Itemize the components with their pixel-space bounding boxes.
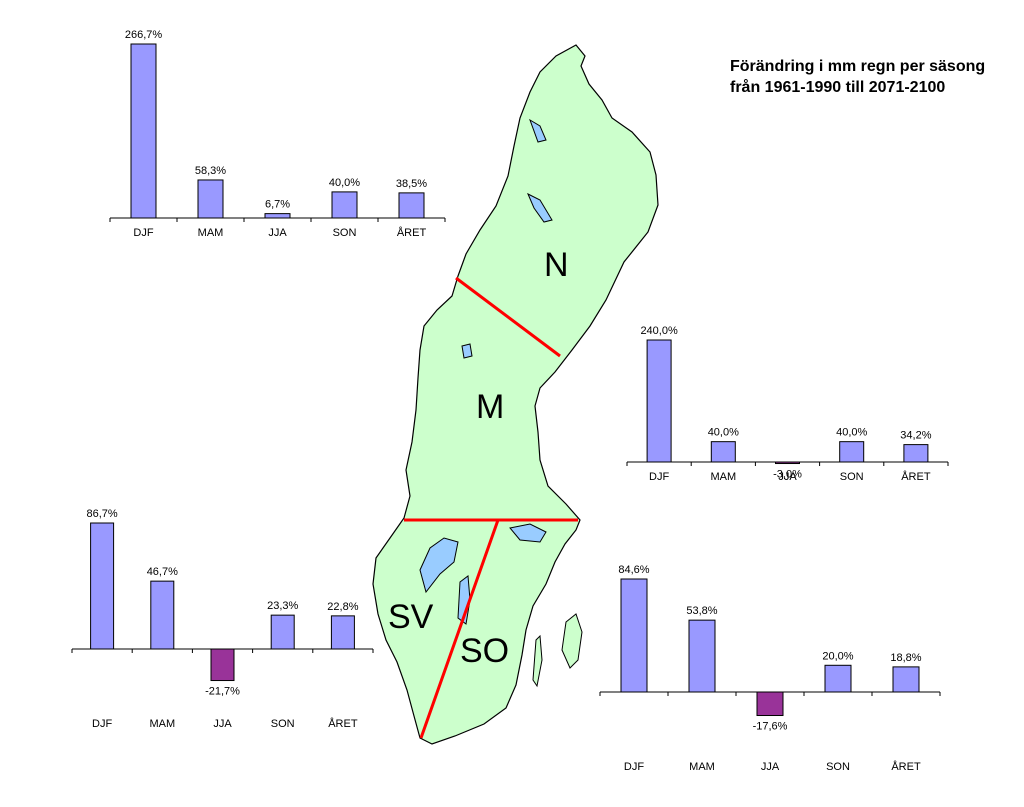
category-label-so-son: SON bbox=[826, 761, 850, 773]
category-label-m-jja: JJA bbox=[778, 471, 797, 483]
value-label-m-djf: 240,0% bbox=[640, 325, 678, 337]
category-label-so-djf: DJF bbox=[624, 761, 644, 773]
value-label-n-son: 40,0% bbox=[329, 177, 360, 189]
category-label-sv-aret: ÅRET bbox=[328, 717, 358, 730]
bar-so-son bbox=[824, 664, 852, 693]
bar-n-djf bbox=[130, 43, 157, 219]
value-label-so-jja: -17,6% bbox=[753, 721, 788, 733]
bar-n-aret bbox=[398, 192, 425, 219]
bar-so-mam bbox=[688, 619, 716, 693]
border-sv-so bbox=[419, 519, 500, 739]
category-label-n-djf: DJF bbox=[133, 227, 153, 239]
value-label-n-aret: 38,5% bbox=[396, 178, 427, 190]
category-label-so-jja: JJA bbox=[761, 761, 780, 773]
bar-n-son bbox=[331, 191, 358, 219]
value-label-m-jja: -3,0% bbox=[773, 469, 802, 481]
gotland-island bbox=[561, 613, 583, 669]
figure-title: Förändring i mm regn per säsong från 196… bbox=[730, 58, 986, 96]
value-label-m-aret: 34,2% bbox=[900, 430, 931, 442]
lake-north-2 bbox=[527, 192, 553, 223]
category-label-m-djf: DJF bbox=[649, 471, 669, 483]
bar-chart-sv: 86,7% DJF 46,7% MAM -21,7% JJA 23,3% SON 22,8% ÅR… bbox=[71, 508, 374, 730]
bar-m-son bbox=[839, 441, 865, 463]
sweden-land bbox=[372, 44, 659, 745]
region-label-m: M bbox=[476, 388, 504, 426]
value-label-so-djf: 84,6% bbox=[618, 564, 649, 576]
region-label-n: N bbox=[544, 246, 569, 284]
category-label-n-jja: JJA bbox=[268, 227, 287, 239]
bar-so-djf bbox=[620, 578, 648, 693]
bar-chart-n: 266,7% DJF 58,3% MAM 6,7% JJA 40,0% SON 38,5% ÅRE… bbox=[109, 29, 446, 239]
bar-m-djf bbox=[646, 339, 672, 463]
bar-chart-m: 240,0% DJF 40,0% MAM -3,0%JJA 40,0% SON 34,2% ÅR… bbox=[626, 325, 949, 483]
category-label-sv-djf: DJF bbox=[92, 718, 112, 730]
category-label-n-son: SON bbox=[333, 227, 357, 239]
value-label-n-mam: 58,3% bbox=[195, 165, 226, 177]
value-label-sv-jja: -21,7% bbox=[205, 686, 240, 698]
bar-m-mam bbox=[710, 441, 736, 463]
value-label-m-son: 40,0% bbox=[836, 427, 867, 439]
value-label-so-aret: 18,8% bbox=[890, 652, 921, 664]
value-label-so-mam: 53,8% bbox=[686, 605, 717, 617]
lake-vanern bbox=[419, 537, 459, 594]
lake-malaren bbox=[509, 523, 547, 543]
bar-sv-mam bbox=[150, 580, 175, 650]
value-label-sv-djf: 86,7% bbox=[86, 508, 117, 520]
value-label-sv-mam: 46,7% bbox=[147, 566, 178, 578]
bar-so-jja bbox=[756, 691, 784, 717]
category-label-sv-son: SON bbox=[271, 718, 295, 730]
bar-so-aret bbox=[892, 666, 920, 693]
category-label-so-aret: ÅRET bbox=[891, 760, 921, 773]
value-label-n-djf: 266,7% bbox=[125, 29, 163, 41]
lake-north-1 bbox=[529, 118, 547, 143]
value-label-sv-son: 23,3% bbox=[267, 600, 298, 612]
bar-sv-jja bbox=[210, 648, 235, 682]
category-label-sv-jja: JJA bbox=[213, 718, 232, 730]
bar-m-jja bbox=[775, 461, 800, 465]
bar-chart-so: 84,6% DJF 53,8% MAM -17,6% JJA 20,0% SON 18,8% ÅR… bbox=[599, 564, 941, 773]
value-label-sv-aret: 22,8% bbox=[327, 601, 358, 613]
bar-sv-aret bbox=[330, 615, 355, 650]
bar-n-jja bbox=[264, 213, 291, 219]
value-label-m-mam: 40,0% bbox=[708, 427, 739, 439]
value-label-so-son: 20,0% bbox=[822, 650, 853, 662]
category-label-so-mam: MAM bbox=[689, 761, 715, 773]
region-label-sv: SV bbox=[388, 598, 434, 636]
bar-n-mam bbox=[197, 179, 224, 219]
category-label-n-aret: ÅRET bbox=[397, 226, 427, 239]
category-label-m-aret: ÅRET bbox=[901, 470, 931, 483]
oland-island bbox=[532, 634, 543, 688]
region-label-so: SO bbox=[460, 632, 509, 670]
category-label-m-mam: MAM bbox=[710, 471, 736, 483]
lake-siljan bbox=[461, 343, 473, 359]
category-label-n-mam: MAM bbox=[198, 227, 224, 239]
bar-sv-son bbox=[270, 614, 295, 650]
bar-sv-djf bbox=[90, 522, 115, 650]
sweden-map: N M SV SO bbox=[372, 44, 659, 745]
value-label-n-jja: 6,7% bbox=[265, 199, 290, 211]
category-label-sv-mam: MAM bbox=[149, 718, 175, 730]
border-n-m bbox=[455, 276, 561, 358]
bar-m-aret bbox=[903, 444, 929, 463]
category-label-m-son: SON bbox=[840, 471, 864, 483]
